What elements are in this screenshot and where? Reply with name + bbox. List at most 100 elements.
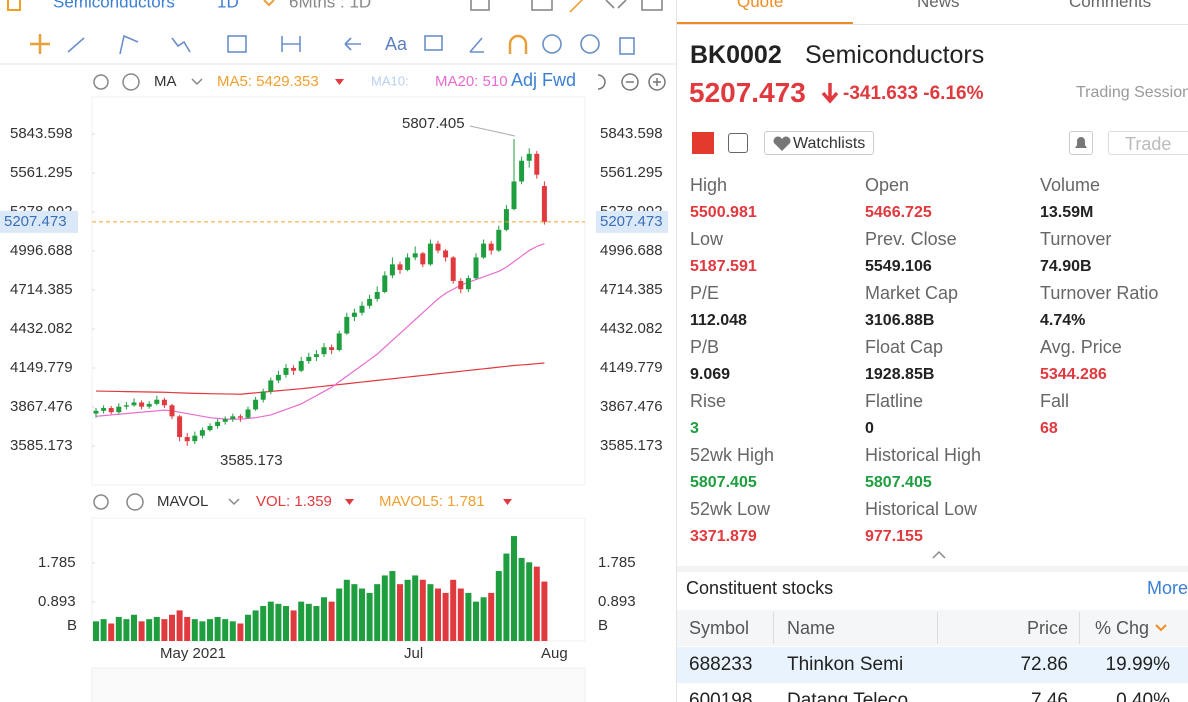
candle-body (351, 312, 357, 317)
section-title: Constituent stocks (686, 578, 834, 598)
tab-comments[interactable]: Comments (1069, 0, 1152, 11)
candle-body (275, 374, 281, 381)
stat-value: 977.155 (865, 528, 923, 545)
volume-bar (374, 584, 381, 641)
stat-value: 13.59M (1040, 204, 1094, 221)
close-icon[interactable] (126, 493, 144, 511)
plot-frame (91, 96, 586, 486)
volume-bar (503, 553, 510, 641)
collapse-chevron[interactable] (931, 549, 947, 561)
drawing-toolbar[interactable] (30, 34, 635, 55)
symbol: 600198 (689, 690, 753, 702)
period[interactable]: 1D (217, 0, 239, 11)
more-link[interactable]: More (1147, 578, 1188, 598)
candle-body (139, 402, 145, 407)
change: 19.99% (1105, 654, 1170, 675)
close-icon[interactable] (122, 73, 140, 91)
stat-value: 5466.725 (865, 204, 932, 221)
volume-bar (389, 571, 396, 641)
sort-chevron[interactable] (1155, 623, 1167, 633)
candle-body (154, 399, 160, 404)
quote-pane: Quote News Comments BK0002 Semiconductor… (676, 0, 1188, 702)
stat-label: P/B (690, 337, 720, 357)
column-header[interactable]: Symbol (689, 618, 750, 638)
volume-bar (305, 603, 312, 641)
divider (677, 24, 1188, 25)
candle-body (268, 380, 274, 392)
y-tick-label: 3867.476 (10, 398, 73, 415)
column-header[interactable]: % Chg (1095, 618, 1150, 638)
navigator[interactable] (91, 667, 586, 702)
watchlists-button[interactable]: Watchlists (764, 131, 874, 155)
alert-button[interactable] (1069, 131, 1093, 155)
candle-body (412, 253, 418, 258)
adjust[interactable]: Adj Fwd (511, 70, 576, 90)
tab-news[interactable]: News (917, 0, 960, 11)
symbol-tab[interactable]: Semiconductors (53, 0, 175, 11)
mavol-indicator[interactable]: MAVOL (157, 493, 208, 510)
name: Semiconductors (805, 41, 985, 69)
mavol5-legend: MAVOL5: 1.781 (379, 493, 485, 510)
settings-icon[interactable] (93, 74, 109, 90)
volume-bar (267, 601, 274, 641)
volume-bar (229, 621, 236, 641)
candle-body (146, 403, 152, 407)
volume-bar (108, 623, 115, 641)
heart-icon (773, 136, 791, 151)
volume-bar (222, 619, 229, 641)
stat-label: Low (690, 229, 724, 249)
volume-bar (184, 616, 191, 641)
doc-icon[interactable] (728, 133, 748, 153)
candle-body (108, 408, 114, 413)
stat-label: 52wk Low (690, 499, 771, 519)
stat-label: Rise (690, 391, 727, 411)
dropdown[interactable] (228, 498, 240, 506)
column-divider (1079, 612, 1080, 644)
legend-icons[interactable] (597, 73, 666, 91)
dropdown[interactable] (263, 0, 275, 7)
candle-body (443, 250, 449, 258)
candle-body (511, 181, 517, 210)
settings-icon[interactable] (93, 494, 109, 510)
dropdown[interactable] (191, 78, 203, 86)
volume-bar (419, 579, 426, 641)
candle-body (215, 421, 221, 426)
candle-body (450, 257, 456, 281)
volume-bar (381, 575, 388, 641)
stat-value: 5500.981 (690, 204, 757, 221)
y-tick-label: 4714.385 (600, 281, 663, 298)
y-tick-label: 4714.385 (10, 281, 73, 298)
candle-body (283, 367, 289, 375)
text-tool[interactable]: Aa (385, 34, 408, 54)
down-arrow (821, 83, 839, 104)
candle-body (207, 425, 213, 431)
volume-bar (328, 601, 335, 641)
volume-bar (435, 588, 441, 641)
volume-bar (275, 603, 282, 641)
ma-indicator[interactable]: MA (154, 73, 177, 90)
stat-value: 5549.106 (865, 258, 932, 275)
stat-value: 3 (690, 420, 699, 437)
trade-button[interactable]: Trade (1108, 131, 1188, 155)
toolbar-top-icons[interactable] (470, 0, 663, 13)
arrow (345, 499, 354, 505)
tab-quote[interactable]: Quote (737, 0, 784, 11)
volume-bar (123, 619, 130, 641)
stat-value: 0 (865, 420, 874, 437)
candle-body (161, 399, 167, 406)
flag (692, 132, 714, 154)
column-header[interactable]: Name (787, 618, 836, 638)
y-tick-label: 4149.779 (600, 359, 663, 376)
range[interactable]: 6Mths : 1D (289, 0, 371, 11)
volume-bar (518, 557, 525, 641)
candle-body (359, 305, 365, 313)
stat-label: Market Cap (865, 283, 959, 303)
candle-body (177, 416, 183, 438)
candle-body (237, 416, 243, 418)
column-header[interactable]: Price (1026, 618, 1068, 638)
candle-body (93, 410, 99, 414)
price: 5207.473 (689, 77, 806, 108)
y-tick-label: 4432.082 (600, 320, 663, 337)
volume-bar (495, 571, 502, 641)
volume-bar (169, 614, 175, 641)
